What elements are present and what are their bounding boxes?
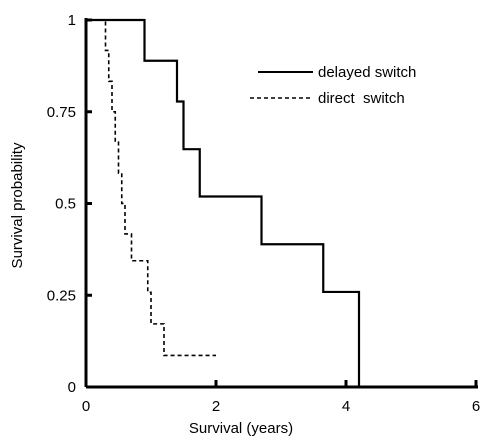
x-ticks: 0 2 4 6	[82, 380, 480, 415]
y-tick-label: 0.75	[47, 104, 76, 121]
legend-label-delayed-switch: delayed switch	[318, 64, 416, 81]
series-line-delayed-switch	[86, 18, 361, 387]
legend: delayed switch direct switch	[250, 64, 416, 107]
y-axis-title: Survival probability	[9, 142, 26, 268]
x-tick-label: 2	[212, 398, 220, 415]
x-tick-label: 4	[342, 398, 350, 415]
x-tick-label: 0	[82, 398, 90, 415]
y-tick-label: 0.25	[47, 287, 76, 304]
x-tick-label: 6	[472, 398, 480, 415]
y-tick-label: 0.5	[55, 196, 76, 213]
legend-label-direct-switch: direct switch	[318, 90, 405, 107]
y-ticks: 0 0.25 0.5 0.75 1	[47, 12, 92, 396]
y-tick-label: 1	[68, 12, 76, 29]
axes	[84, 18, 478, 389]
y-tick-label: 0	[68, 379, 76, 396]
x-axis-title: Survival (years)	[189, 420, 293, 437]
series-line-direct-switch	[86, 19, 216, 357]
series-layer	[86, 18, 361, 387]
